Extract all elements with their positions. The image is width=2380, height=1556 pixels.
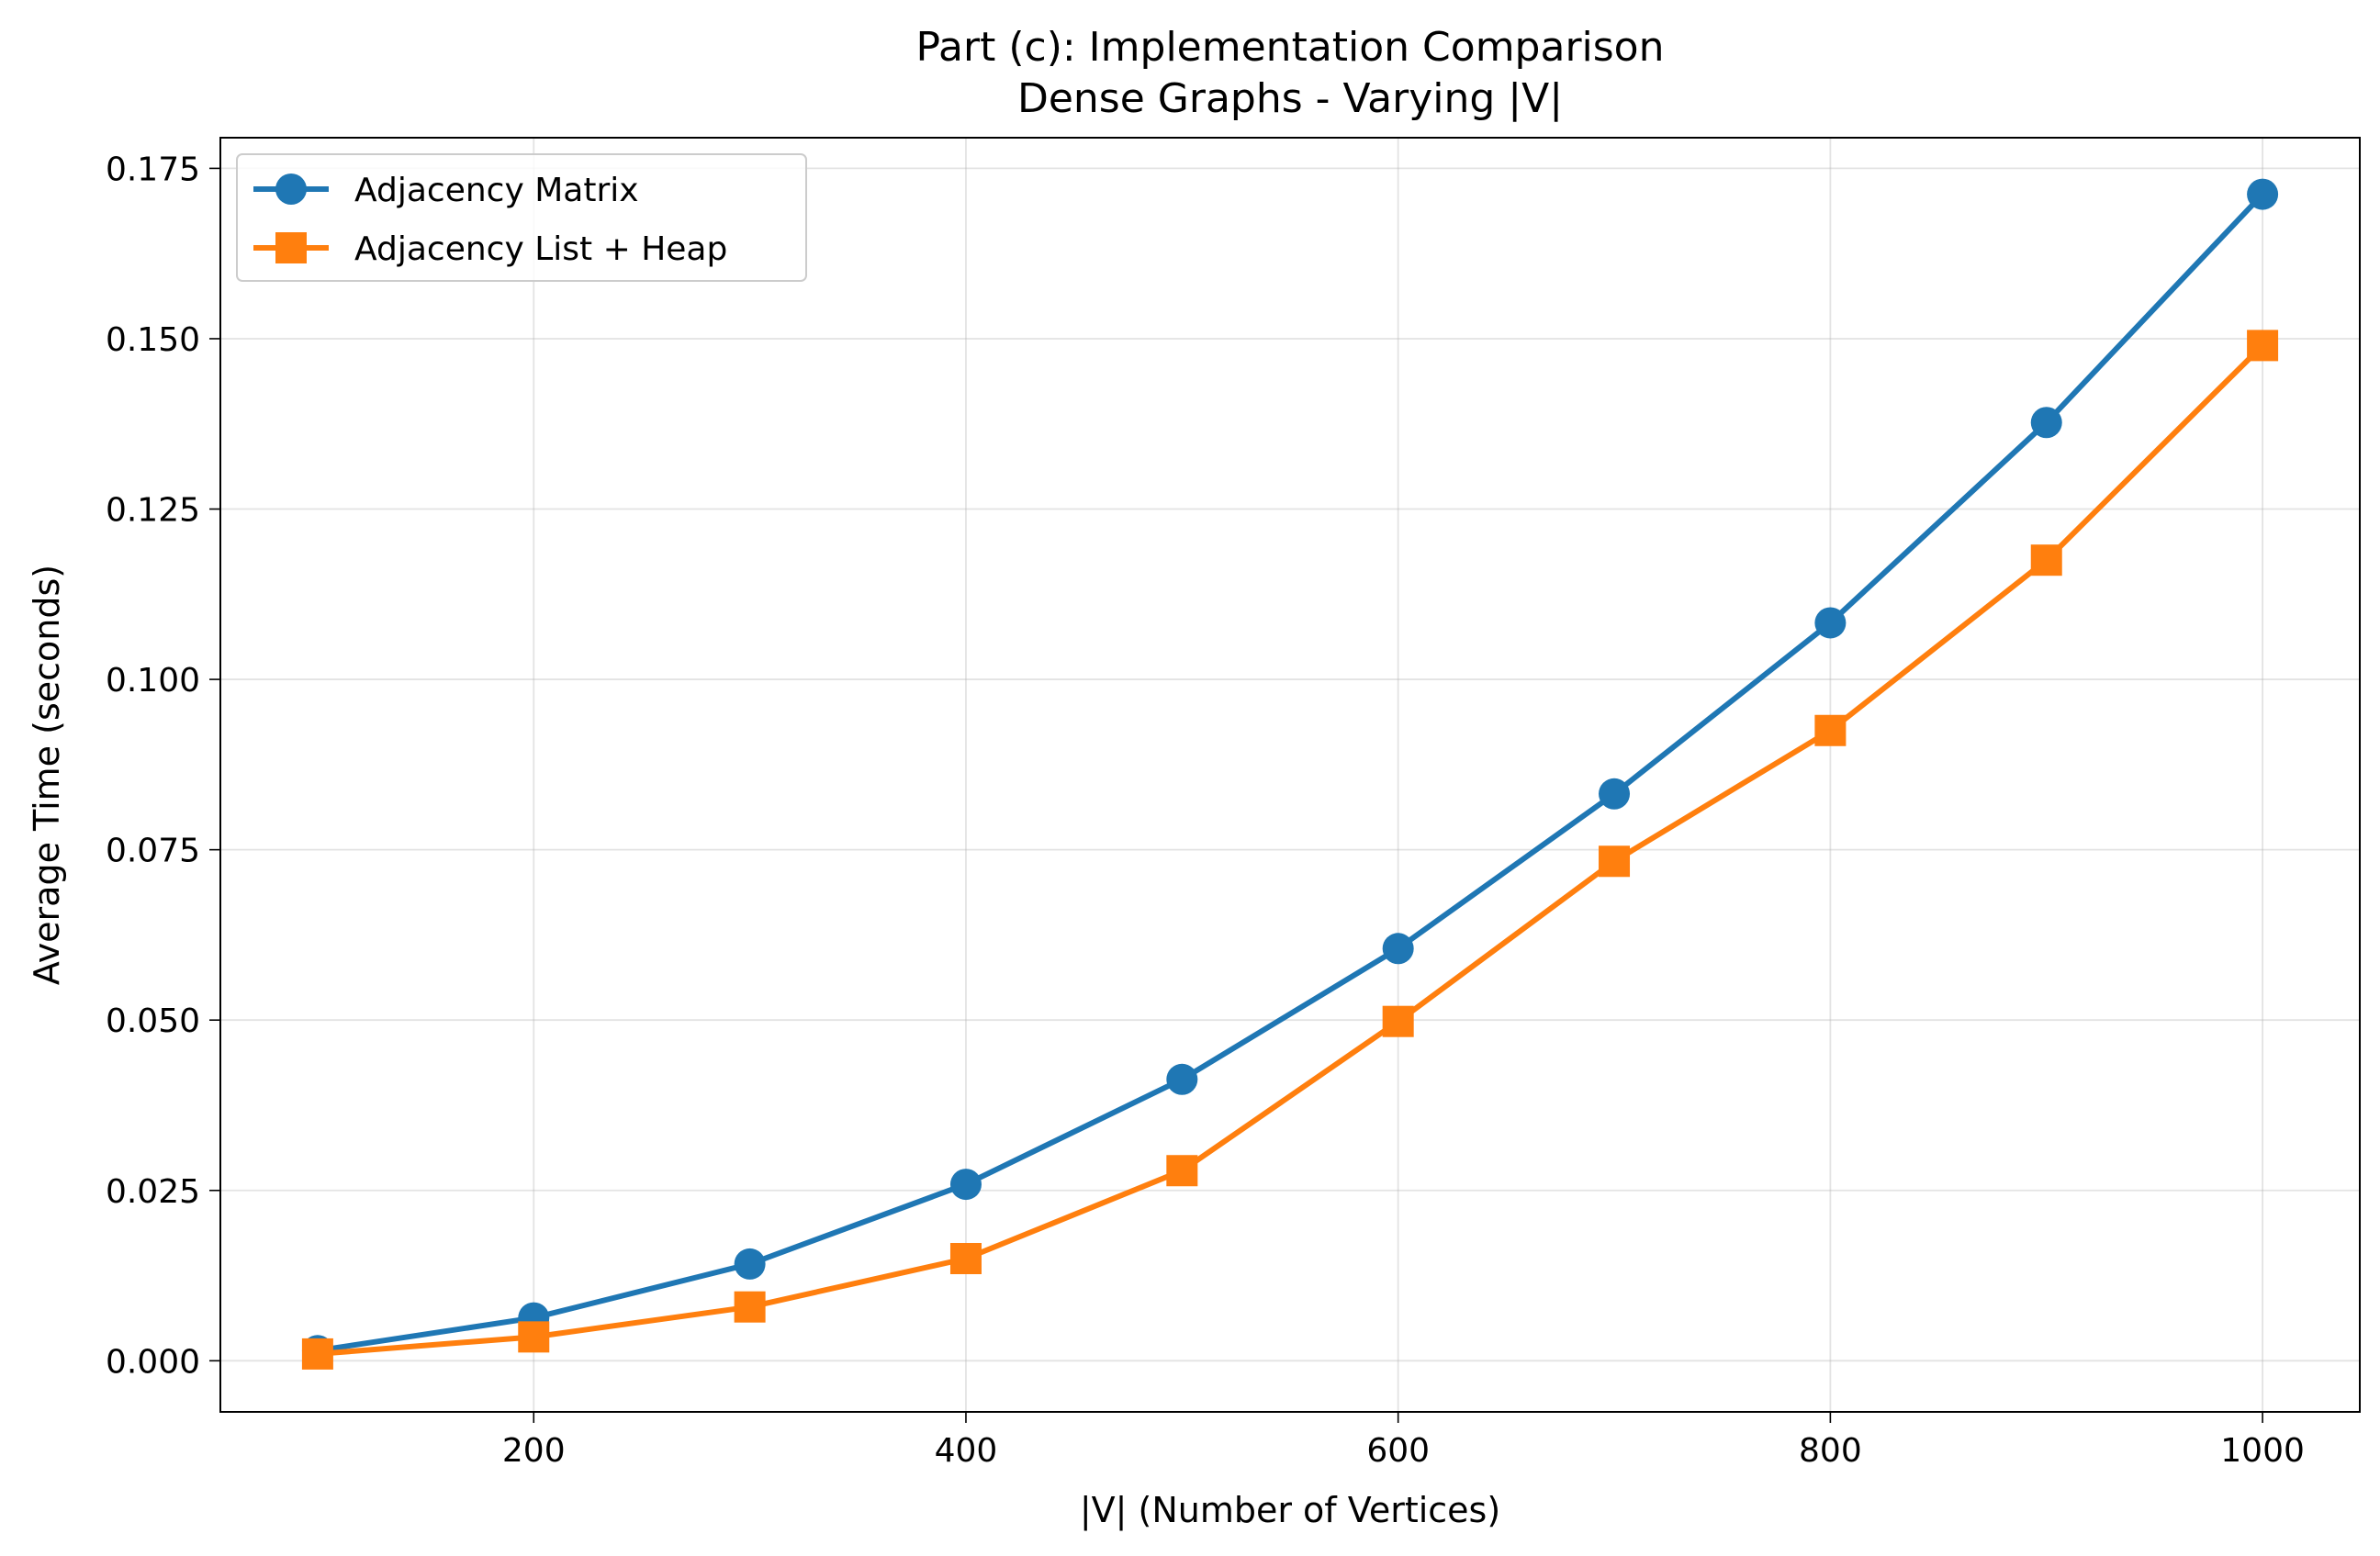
data-point [2030, 407, 2062, 439]
legend-item: Adjacency Matrix [253, 172, 639, 209]
legend-label: Adjacency Matrix [354, 172, 639, 209]
y-tick-label: 0.025 [106, 1173, 200, 1211]
data-point [1599, 778, 1631, 810]
grid [220, 138, 2360, 1412]
data-point [1599, 845, 1631, 878]
data-point [949, 1242, 982, 1274]
data-point [2247, 330, 2279, 362]
data-point [2030, 544, 2062, 577]
y-tick-label: 0.050 [106, 1002, 200, 1040]
x-tick-label: 1000 [2220, 1432, 2305, 1470]
y-tick-label: 0.000 [106, 1343, 200, 1381]
data-point [1166, 1063, 1198, 1095]
plot-series [301, 178, 2279, 1370]
chart-title-line-2: Dense Graphs - Varying |V| [1017, 75, 1563, 122]
series-line [317, 192, 2265, 1354]
data-point [1382, 933, 1414, 965]
legend-label: Adjacency List + Heap [354, 230, 727, 268]
data-point [1166, 1155, 1198, 1187]
y-tick-label: 0.075 [106, 833, 200, 870]
x-tick-label: 600 [1366, 1432, 1430, 1470]
data-point [2247, 178, 2279, 210]
data-point [949, 1169, 982, 1201]
y-tick-label: 0.100 [106, 662, 200, 700]
data-point [734, 1248, 766, 1280]
axis-ticks: 200 400 600 800 1000 0.000 0.025 0.050 0.075 0.10… [106, 151, 2305, 1470]
x-tick-label: 800 [1799, 1432, 1862, 1470]
data-point [518, 1321, 550, 1353]
y-tick-label: 0.125 [106, 492, 200, 530]
legend-box [236, 153, 807, 282]
data-point [1814, 607, 1847, 639]
data-point [1382, 1005, 1414, 1037]
x-tick-label: 400 [935, 1432, 998, 1470]
y-axis-label: Average Time (seconds) [27, 565, 67, 985]
legend-marker [275, 232, 307, 263]
series-1 [301, 330, 2279, 1370]
x-axis-label: |V| (Number of Vertices) [1080, 1490, 1500, 1531]
chart-title-line-1: Part (c): Implementation Comparison [916, 24, 1665, 71]
x-tick-label: 200 [502, 1432, 566, 1470]
y-tick-label: 0.150 [106, 321, 200, 359]
data-point [734, 1291, 766, 1323]
series-0 [301, 178, 2279, 1367]
axes-frame [219, 137, 2361, 1413]
series-line [317, 343, 2265, 1357]
data-point [301, 1338, 333, 1370]
legend: Adjacency Matrix Adjacency List + Heap [236, 153, 807, 282]
legend-marker [275, 174, 307, 205]
legend-item: Adjacency List + Heap [253, 230, 727, 268]
data-point [1814, 714, 1847, 746]
y-tick-label: 0.175 [106, 151, 200, 188]
